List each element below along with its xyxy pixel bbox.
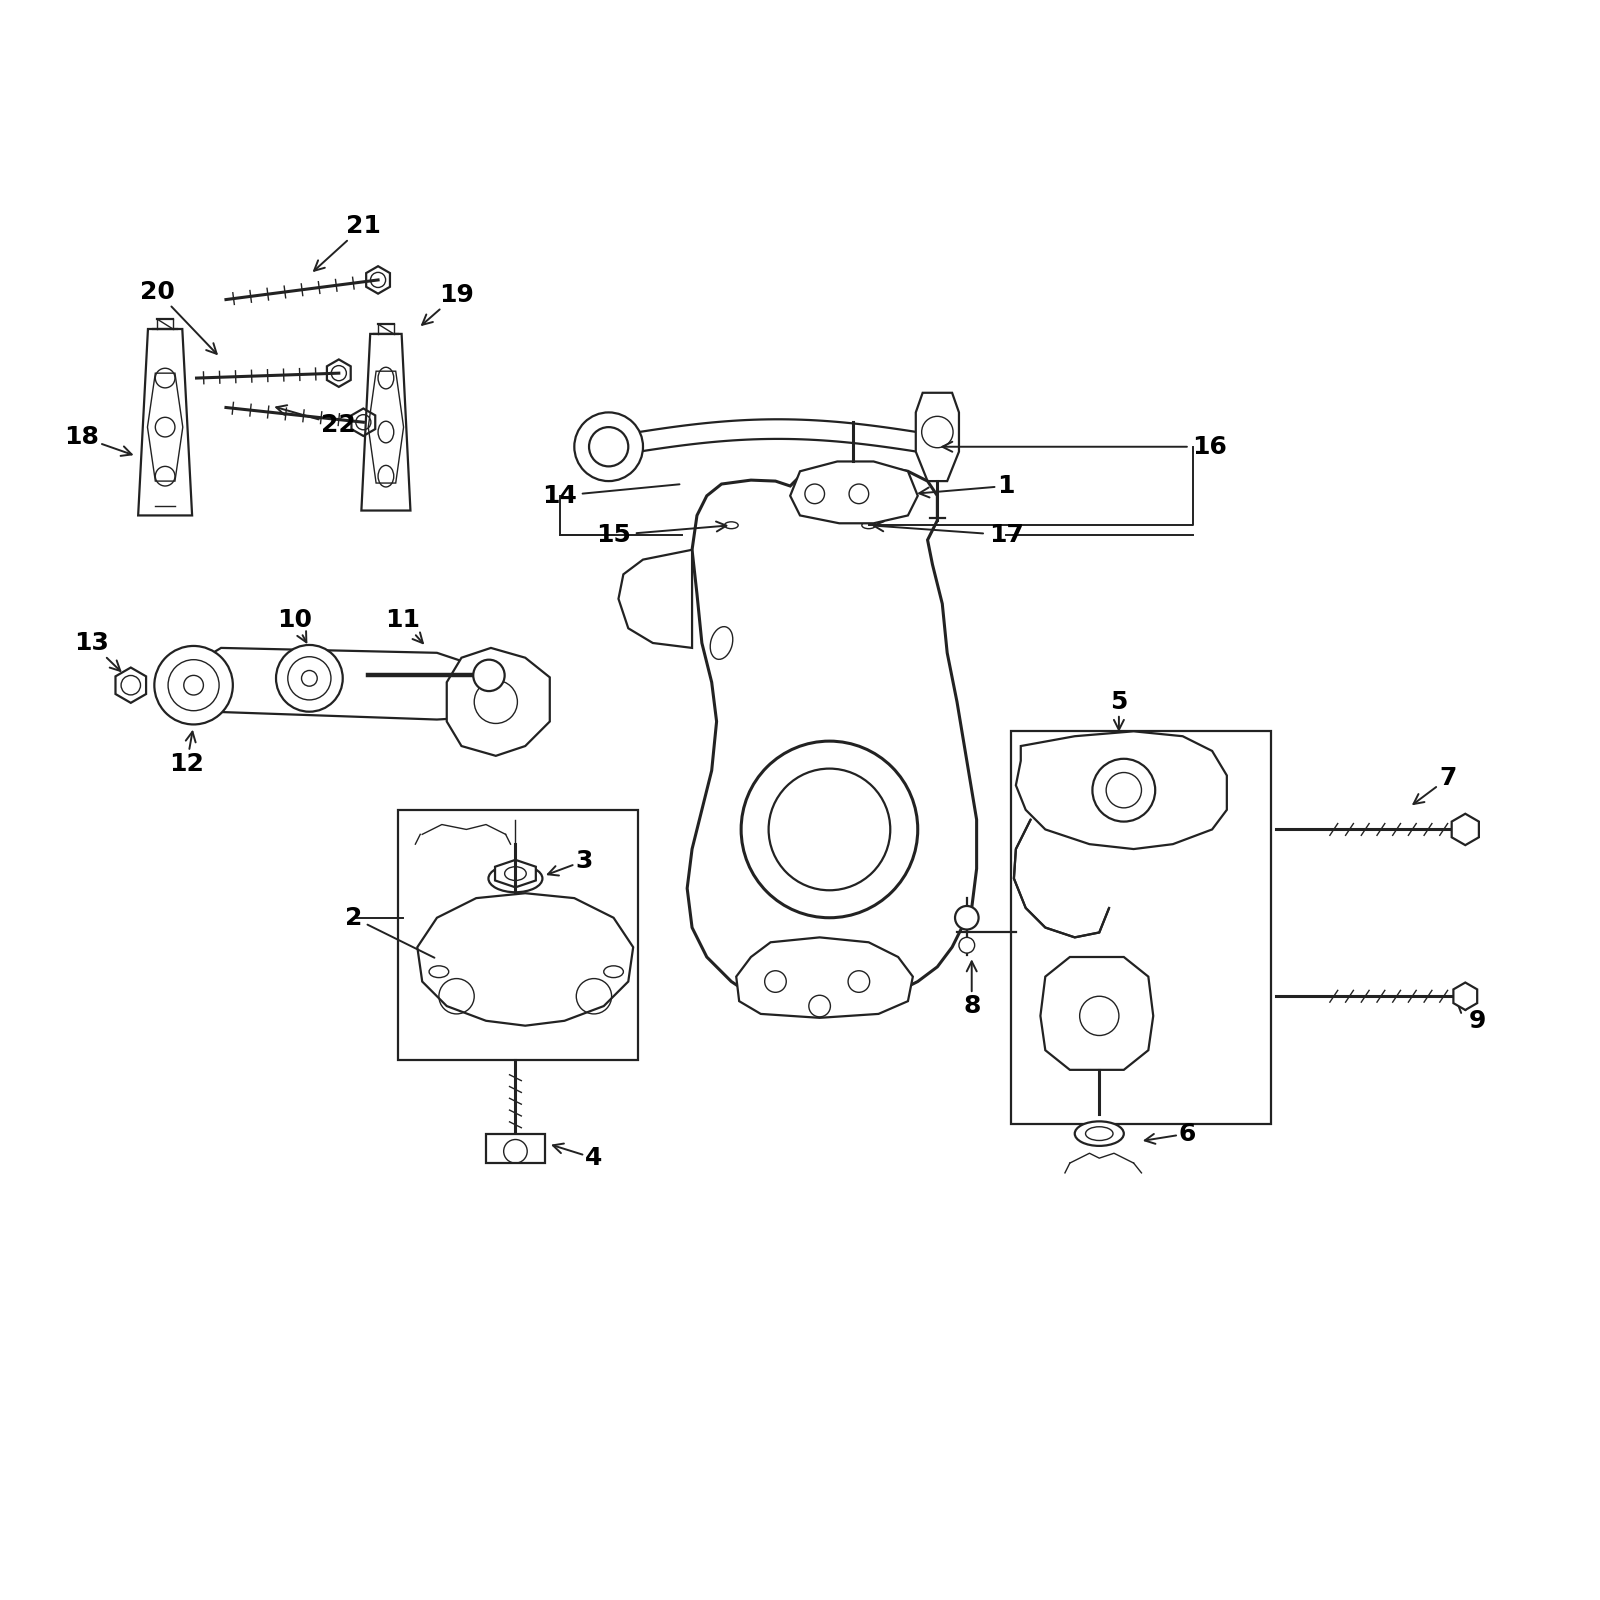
Text: 10: 10 (277, 608, 312, 642)
Ellipse shape (717, 518, 746, 533)
Polygon shape (446, 648, 550, 755)
Ellipse shape (854, 518, 883, 533)
Polygon shape (686, 466, 976, 1016)
Text: 2: 2 (346, 906, 435, 958)
Polygon shape (1016, 731, 1227, 850)
Circle shape (277, 645, 342, 712)
Circle shape (955, 906, 979, 930)
Polygon shape (1453, 982, 1477, 1010)
Circle shape (574, 413, 643, 482)
Polygon shape (494, 859, 536, 888)
Polygon shape (915, 392, 958, 482)
Text: 20: 20 (139, 280, 216, 354)
Bar (486, 1134, 546, 1163)
Circle shape (154, 646, 234, 725)
Ellipse shape (488, 864, 542, 893)
Polygon shape (1014, 819, 1109, 938)
Text: 4: 4 (554, 1144, 603, 1170)
Polygon shape (619, 550, 693, 648)
Bar (1011, 731, 1270, 1123)
Text: 13: 13 (74, 630, 120, 670)
Text: 19: 19 (422, 283, 474, 325)
Text: 18: 18 (64, 426, 131, 456)
Polygon shape (1040, 957, 1154, 1070)
Text: 22: 22 (277, 405, 357, 437)
Polygon shape (418, 893, 634, 1026)
Text: 9: 9 (1458, 1003, 1486, 1032)
Text: 5: 5 (1110, 690, 1128, 730)
Text: 3: 3 (547, 850, 594, 875)
Text: 21: 21 (314, 214, 381, 270)
Circle shape (474, 659, 504, 691)
Polygon shape (736, 938, 914, 1018)
Text: 1: 1 (918, 474, 1014, 498)
Text: 12: 12 (170, 731, 205, 776)
Polygon shape (1451, 814, 1478, 845)
Polygon shape (187, 648, 506, 720)
Text: 14: 14 (542, 483, 680, 507)
Text: 15: 15 (597, 522, 726, 547)
Circle shape (741, 741, 918, 918)
Text: 11: 11 (386, 608, 422, 643)
Bar (398, 810, 638, 1061)
Text: 17: 17 (874, 522, 1024, 547)
Text: 16: 16 (942, 435, 1227, 459)
Text: 6: 6 (1144, 1122, 1197, 1146)
Ellipse shape (1075, 1122, 1123, 1146)
Polygon shape (790, 461, 918, 523)
Circle shape (958, 938, 974, 954)
Text: 8: 8 (963, 962, 981, 1018)
Text: 7: 7 (1413, 766, 1456, 805)
